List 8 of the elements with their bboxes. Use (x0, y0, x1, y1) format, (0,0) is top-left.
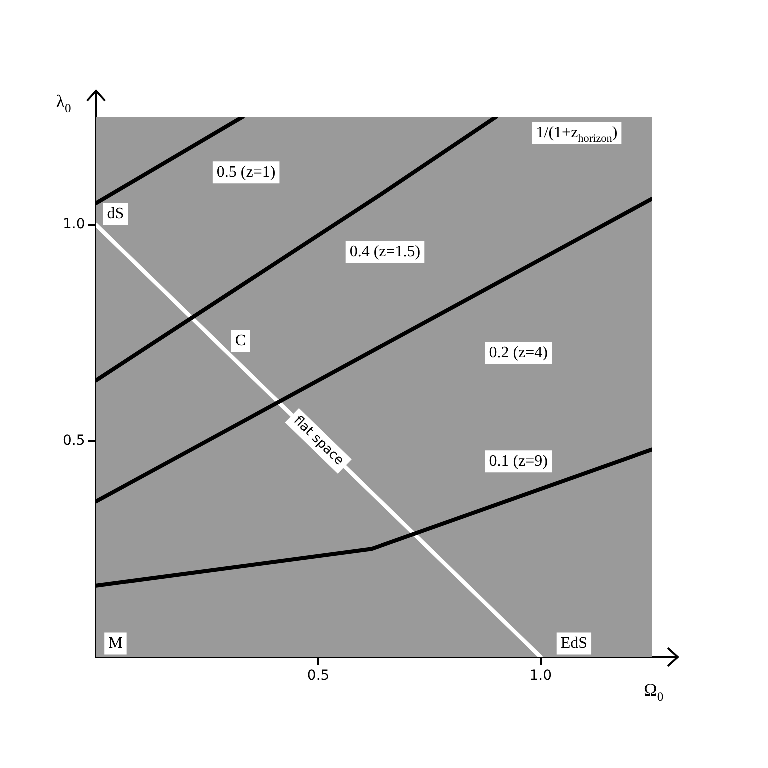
annotation: 0.1 (z=9) (489, 452, 548, 470)
annotation: 0.2 (z=4) (489, 344, 548, 362)
annotation: 0.5 (z=1) (216, 164, 276, 181)
annotation: M (108, 634, 123, 652)
annotation: 0.4 (z=1.5) (350, 243, 421, 260)
annotation: EdS (560, 634, 588, 652)
annotation: C (235, 332, 246, 350)
annotation: dS (107, 205, 124, 222)
